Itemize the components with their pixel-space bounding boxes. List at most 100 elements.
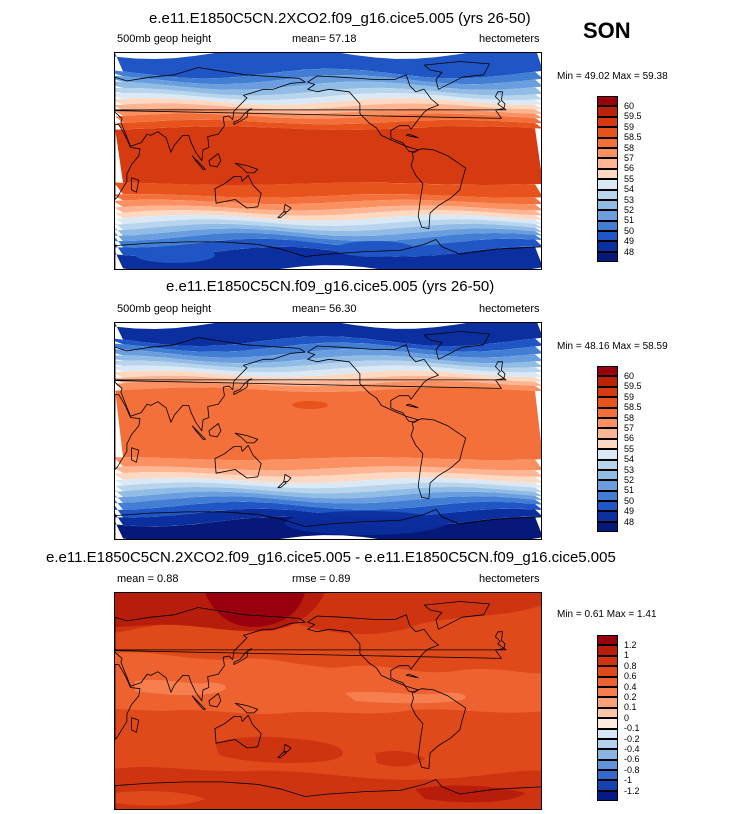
colorbar-label: 52 — [624, 474, 635, 485]
colorbar-box — [597, 469, 618, 481]
colorbar-label: 60 — [624, 100, 635, 111]
colorbar-box — [597, 241, 618, 252]
colorbar-label: 54 — [624, 184, 635, 195]
colorbar-label: 57 — [624, 422, 635, 433]
colorbar-box — [597, 749, 618, 760]
colorbar-label: -1.2 — [624, 785, 640, 796]
colorbar-box — [597, 759, 618, 771]
colorbar-box — [597, 707, 618, 719]
colorbar-box — [597, 231, 618, 242]
panel-1-title: e.e11.E1850C5CN.2XCO2.f09_g16.cice5.005 … — [149, 10, 531, 27]
colorbar-label: 48 — [624, 516, 635, 527]
colorbar-box — [597, 676, 618, 687]
colorbar-label: 59.5 — [624, 111, 642, 122]
colorbar-label: 0 — [624, 712, 630, 723]
colorbar-box — [597, 96, 618, 107]
panel-2-units-label: hectometers — [479, 303, 540, 315]
colorbar-label: 59 — [624, 121, 635, 132]
colorbar-box — [597, 501, 618, 512]
colorbar-box — [597, 147, 618, 159]
colorbar-label: 49 — [624, 236, 635, 247]
panel-1-mean-label: mean= 57.18 — [292, 33, 357, 45]
panel-2-variable-label: 500mb geop height — [117, 303, 212, 315]
panel-3-mean-label: mean = 0.88 — [117, 573, 179, 585]
colorbar-label: 51 — [624, 215, 635, 226]
colorbar-label: 56 — [624, 433, 635, 444]
colorbar-label: -0.8 — [624, 764, 640, 775]
colorbar-label: 0.2 — [624, 691, 637, 702]
colorbar-box — [597, 158, 618, 169]
colorbar-label: 51 — [624, 485, 635, 496]
colorbar-box — [597, 490, 618, 502]
colorbar-label: -1 — [624, 775, 633, 786]
colorbar-box — [597, 168, 618, 180]
colorbar-box — [597, 635, 618, 646]
panel-3-rmse-label: rmse = 0.89 — [292, 573, 351, 585]
contour-map — [115, 323, 541, 539]
colorbar-label: 55 — [624, 173, 635, 184]
coastlines — [115, 601, 541, 809]
colorbar-label: 53 — [624, 194, 635, 205]
colorbar-label: -0.6 — [624, 754, 640, 765]
colorbar-box — [597, 666, 618, 677]
coastlines — [115, 331, 541, 539]
colorbar-label: 48 — [624, 246, 635, 257]
panel-3-minmax: Min = 0.61 Max = 1.41 — [557, 609, 657, 620]
panel-3-colorbar: 1.2 1 0.8 0.6 0.4 0.2 0.1 0 -0.1 -0.2 -0.4 -0.6 -0.8… — [597, 635, 640, 802]
colorbar-box — [597, 251, 618, 263]
colorbar-box — [597, 127, 618, 138]
colorbar-label: 58.5 — [624, 132, 642, 143]
colorbar-box — [597, 449, 618, 460]
colorbar-label: 52 — [624, 204, 635, 215]
colorbar-box — [597, 189, 618, 200]
colorbar-box — [597, 106, 618, 117]
colorbar-box — [597, 790, 618, 802]
colorbar-label: 1.2 — [624, 639, 637, 650]
panel-2-title: e.e11.E1850C5CN.f09_g16.cice5.005 (yrs 2… — [166, 278, 495, 295]
colorbar-box — [597, 179, 618, 190]
colorbar-label: 54 — [624, 454, 635, 465]
contour-map — [115, 593, 541, 809]
colorbar-label: 58 — [624, 412, 635, 423]
colorbar-box — [597, 376, 618, 387]
panel-1-colorbar: 60 59.5 59 58.5 58 57 56 55 54 53 52 51 50 49 48 — [597, 96, 642, 263]
colorbar-label: 55 — [624, 443, 635, 454]
colorbar-box — [597, 366, 618, 377]
colorbar-box — [597, 686, 618, 698]
season-label: SON — [583, 18, 631, 43]
colorbar-label: 0.4 — [624, 681, 637, 692]
colorbar-box — [597, 780, 618, 791]
coastlines — [115, 61, 541, 269]
colorbar-box — [597, 428, 618, 439]
panel-1-variable-label: 500mb geop height — [117, 33, 212, 45]
panel-3-title: e.e11.E1850C5CN.2XCO2.f09_g16.cice5.005 … — [46, 549, 616, 566]
colorbar-box — [597, 480, 618, 491]
panel-1-units-label: hectometers — [479, 33, 540, 45]
panel-2-minmax: Min = 48.16 Max = 58.59 — [557, 341, 668, 352]
contour-map — [115, 53, 541, 269]
colorbar-label: 56 — [624, 163, 635, 174]
colorbar-label: 50 — [624, 225, 635, 236]
colorbar-box — [597, 697, 618, 708]
panel-2-mean-label: mean= 56.30 — [292, 303, 357, 315]
colorbar-box — [597, 770, 618, 781]
colorbar-box — [597, 718, 618, 729]
colorbar-label: 49 — [624, 506, 635, 517]
colorbar-label: 57 — [624, 152, 635, 163]
colorbar-label: 0.8 — [624, 660, 637, 671]
panel-2-map — [114, 322, 542, 540]
colorbar-box — [597, 655, 618, 667]
colorbar-box — [597, 210, 618, 221]
colorbar-box — [597, 521, 618, 533]
panel-1-minmax: Min = 49.02 Max = 59.38 — [557, 71, 668, 82]
colorbar-box — [597, 728, 618, 739]
colorbar-box — [597, 417, 618, 429]
colorbar-box — [597, 645, 618, 656]
colorbar-label: 50 — [624, 495, 635, 506]
colorbar-box — [597, 511, 618, 522]
panel-3-map — [114, 592, 542, 810]
colorbar-box — [597, 397, 618, 408]
colorbar-box — [597, 459, 618, 470]
colorbar-box — [597, 220, 618, 232]
colorbar-label: 59.5 — [624, 381, 642, 392]
